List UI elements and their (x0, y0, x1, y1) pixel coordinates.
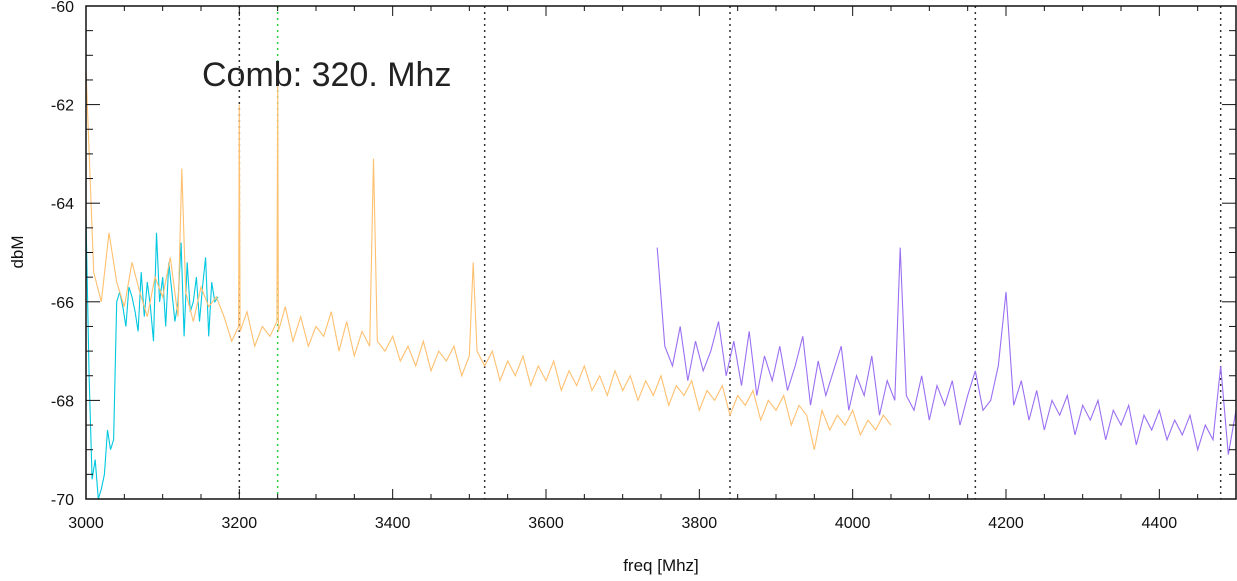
x-tick-label: 3800 (682, 515, 718, 532)
series-lines (86, 70, 1237, 499)
x-tick-label: 3400 (375, 515, 411, 532)
x-axis-title: freq [Mhz] (623, 556, 699, 575)
y-tick-label: -66 (51, 295, 74, 312)
y-tick-label: -60 (51, 0, 74, 16)
x-axis: 3000 3200 3400 3600 3800 4000 4200 4400 (68, 6, 1237, 532)
y-axis-title: dbM (8, 235, 27, 268)
x-tick-label: 3600 (528, 515, 564, 532)
x-tick-label: 4400 (1142, 515, 1178, 532)
y-tick-label: -68 (51, 393, 74, 410)
x-tick-label: 3000 (68, 515, 104, 532)
comb-annotation: Comb: 320. Mhz (202, 56, 451, 94)
x-tick-label: 3200 (222, 515, 258, 532)
x-tick-label: 4200 (988, 515, 1024, 532)
y-tick-label: -62 (51, 98, 74, 115)
x-tick-label: 4000 (835, 515, 871, 532)
series-line-3 (656, 247, 1237, 455)
series-line-1 (86, 217, 219, 499)
y-tick-label: -70 (51, 492, 74, 509)
y-axis: -70 -68 -66 -64 -62 -60 (51, 0, 1236, 509)
series-line-2 (86, 70, 892, 450)
y-tick-label: -64 (51, 196, 74, 213)
